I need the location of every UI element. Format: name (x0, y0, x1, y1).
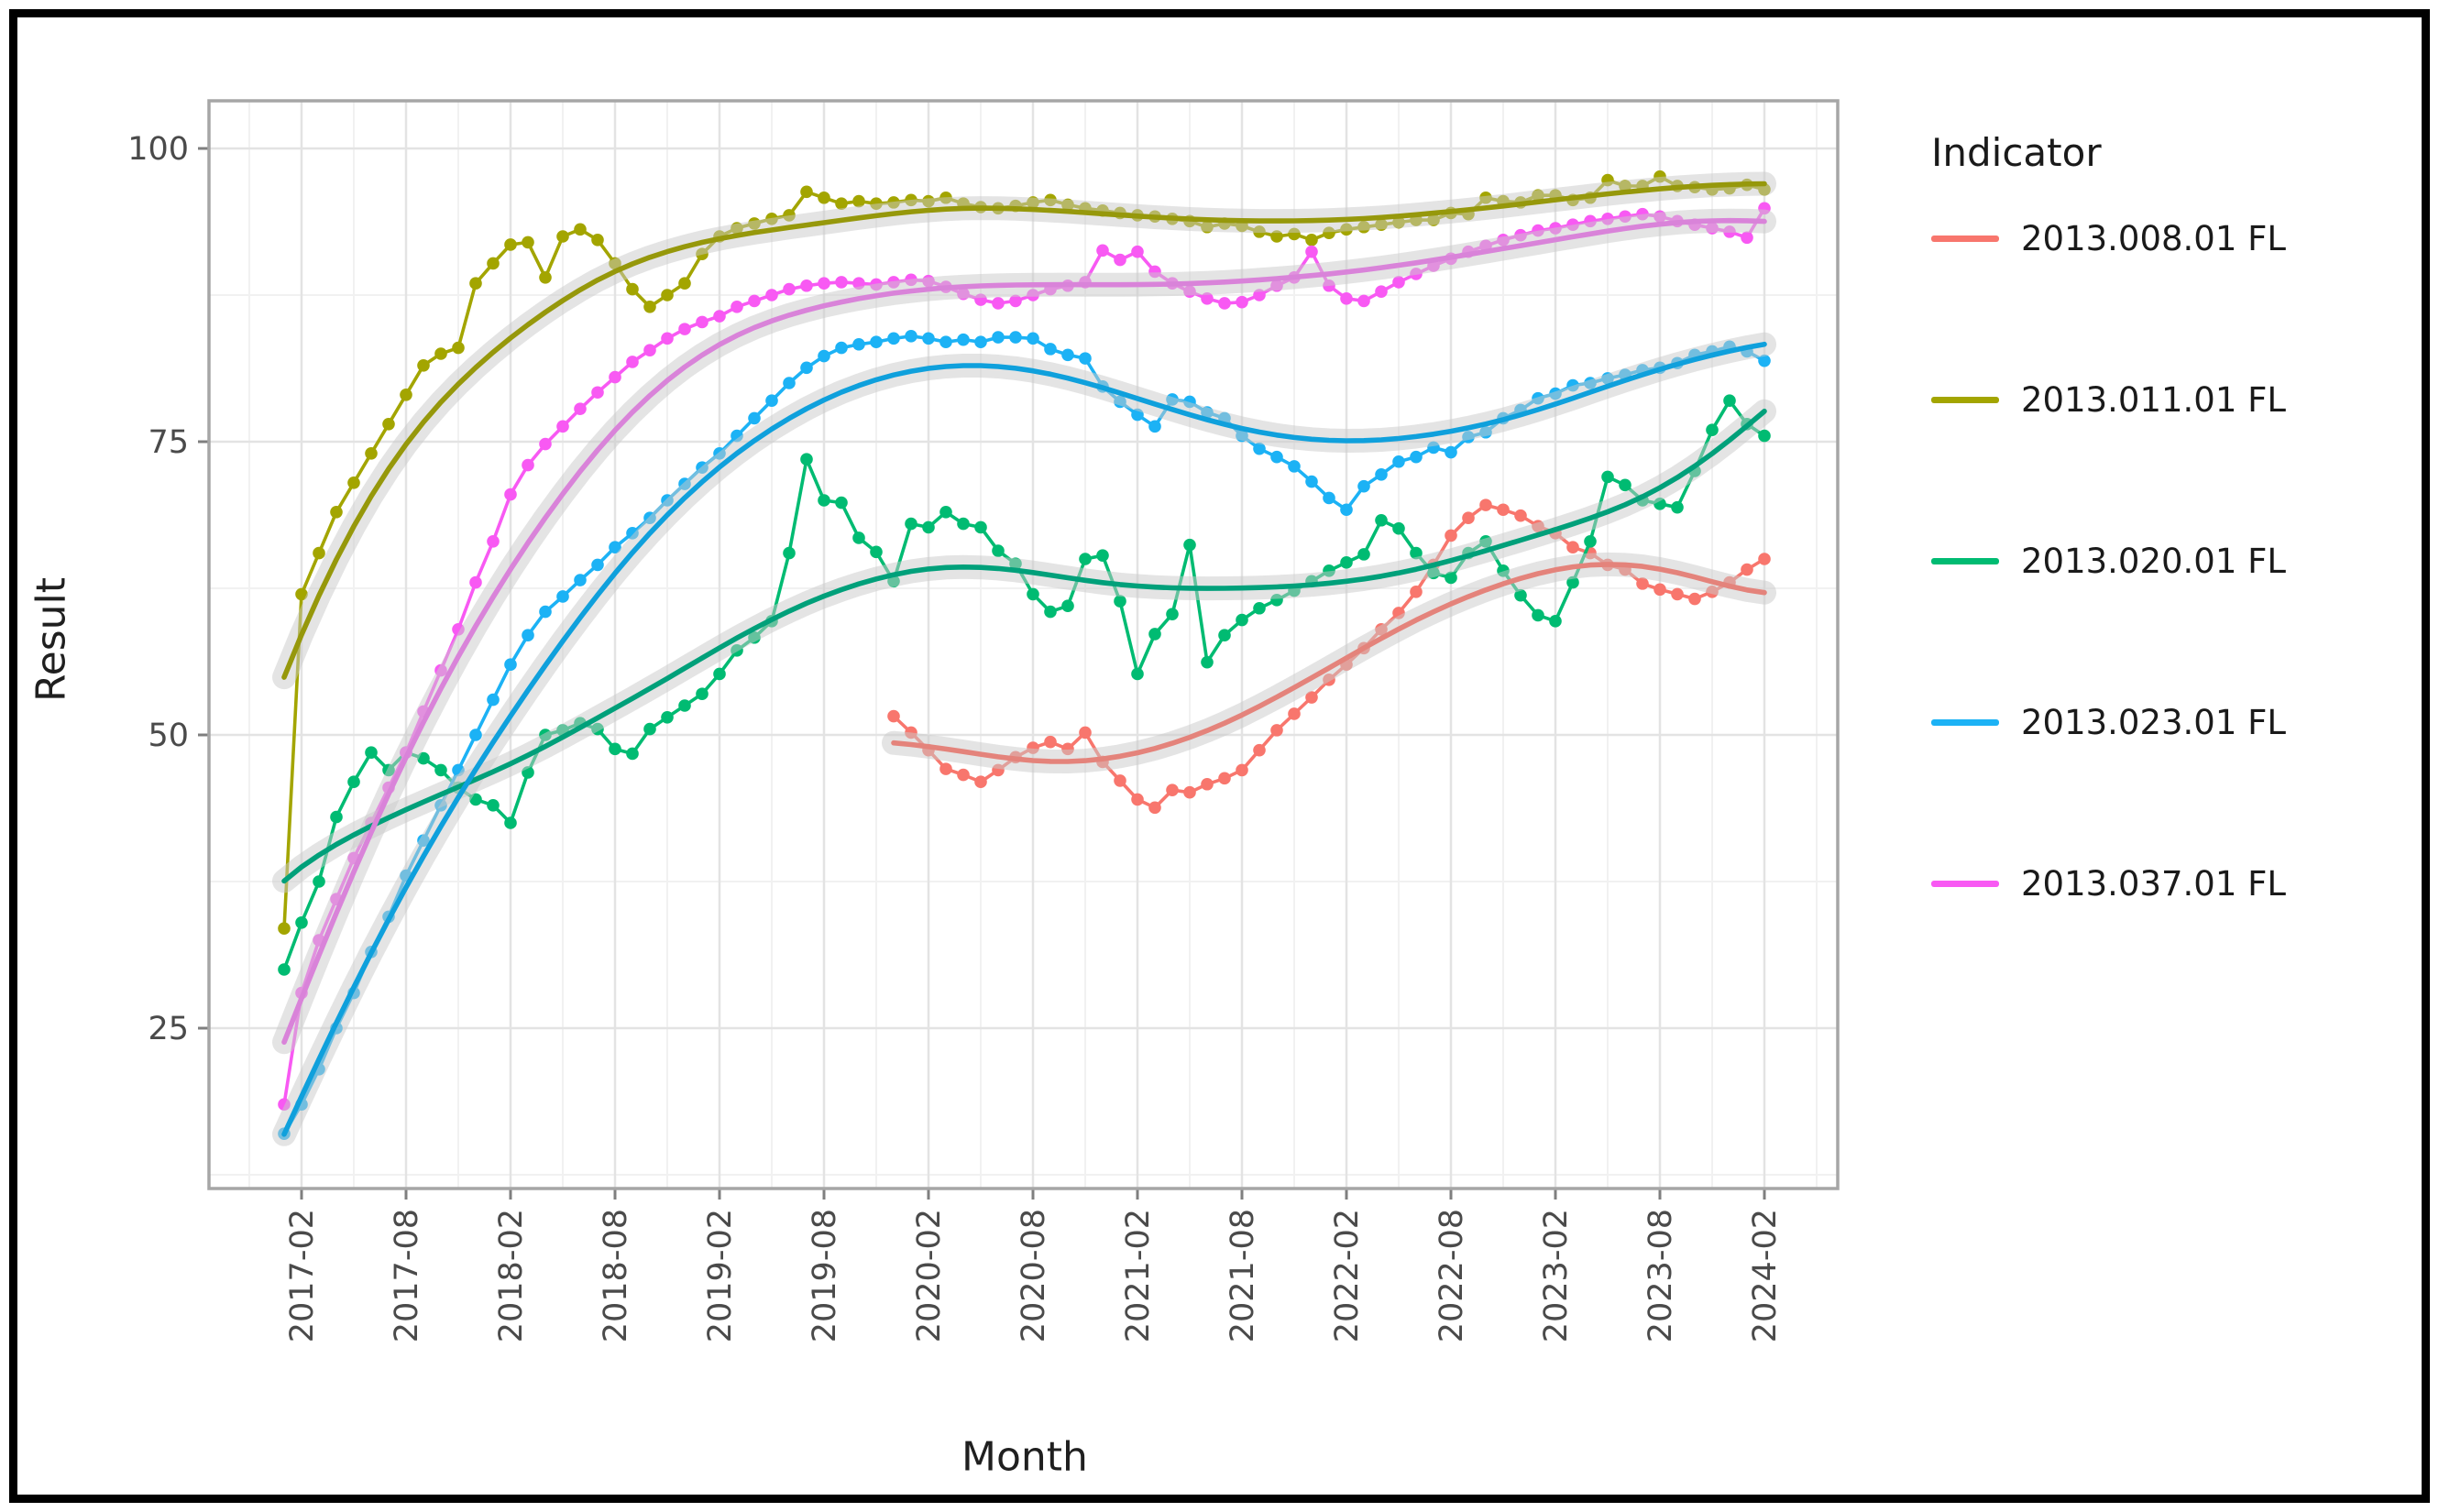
svg-text:2023-02: 2023-02 (1538, 1209, 1575, 1342)
smooth-line (281, 181, 1767, 680)
legend-item: 2013.037.01 FL (1931, 863, 2286, 904)
smooth-line (281, 217, 1767, 1046)
legend-item-label: 2013.011.01 FL (2021, 379, 2287, 420)
svg-text:2022-02: 2022-02 (1329, 1209, 1366, 1342)
y-tick-labels: 100 75 50 25 (127, 131, 189, 1047)
svg-text:100: 100 (127, 131, 189, 168)
legend: Indicator 2013.008.01 FL 2013.011.01 FL 20… (1929, 130, 2424, 904)
svg-text:2023-08: 2023-08 (1642, 1209, 1679, 1342)
axis-ticks (198, 147, 1766, 1200)
legend-item: 2013.008.01 FL (1931, 218, 2286, 258)
svg-text:2020-08: 2020-08 (1016, 1209, 1052, 1342)
legend-item-label: 2013.008.01 FL (2021, 218, 2287, 258)
smooth-lines (281, 181, 1767, 1137)
legend-swatch-line (1931, 396, 1999, 403)
legend-item: 2013.011.01 FL (1931, 379, 2286, 420)
legend-item-label: 2013.037.01 FL (2021, 863, 2287, 904)
y-axis-title: Result (27, 577, 75, 702)
svg-text:2020-02: 2020-02 (911, 1209, 948, 1342)
smooth-line (281, 341, 1767, 1137)
svg-text:2018-02: 2018-02 (493, 1209, 530, 1342)
svg-text:2019-08: 2019-08 (807, 1209, 843, 1342)
legend-swatch-line (1931, 718, 1999, 726)
svg-text:2021-02: 2021-02 (1120, 1209, 1157, 1342)
legend-item-label: 2013.023.01 FL (2021, 702, 2287, 742)
legend-swatch-line (1931, 880, 1999, 887)
legend-item: 2013.023.01 FL (1931, 702, 2286, 742)
svg-text:75: 75 (148, 424, 189, 461)
svg-text:2017-02: 2017-02 (284, 1209, 321, 1342)
svg-text:2022-08: 2022-08 (1434, 1209, 1470, 1342)
panel-border (207, 99, 1840, 1190)
svg-text:2021-08: 2021-08 (1225, 1209, 1261, 1342)
svg-text:2017-08: 2017-08 (389, 1209, 425, 1342)
legend-swatch-line (1931, 557, 1999, 564)
x-tick-labels: 2017-02 2017-08 2018-02 2018-08 2019-02 2019-… (284, 1209, 1784, 1342)
legend-swatch-line (1931, 235, 1999, 242)
svg-text:50: 50 (148, 718, 189, 754)
legend-item-label: 2013.020.01 FL (2021, 541, 2287, 581)
svg-text:2024-02: 2024-02 (1747, 1209, 1784, 1342)
minor-gridlines (209, 101, 1838, 1189)
svg-text:25: 25 (148, 1011, 189, 1047)
x-axis-title: Month (961, 1433, 1088, 1481)
svg-text:2018-08: 2018-08 (598, 1209, 634, 1342)
svg-text:2019-02: 2019-02 (702, 1209, 739, 1342)
legend-title: Indicator (1931, 130, 2102, 175)
legend-item: 2013.020.01 FL (1931, 541, 2286, 581)
smooth-line (281, 409, 1767, 884)
smooth-line (891, 562, 1767, 764)
